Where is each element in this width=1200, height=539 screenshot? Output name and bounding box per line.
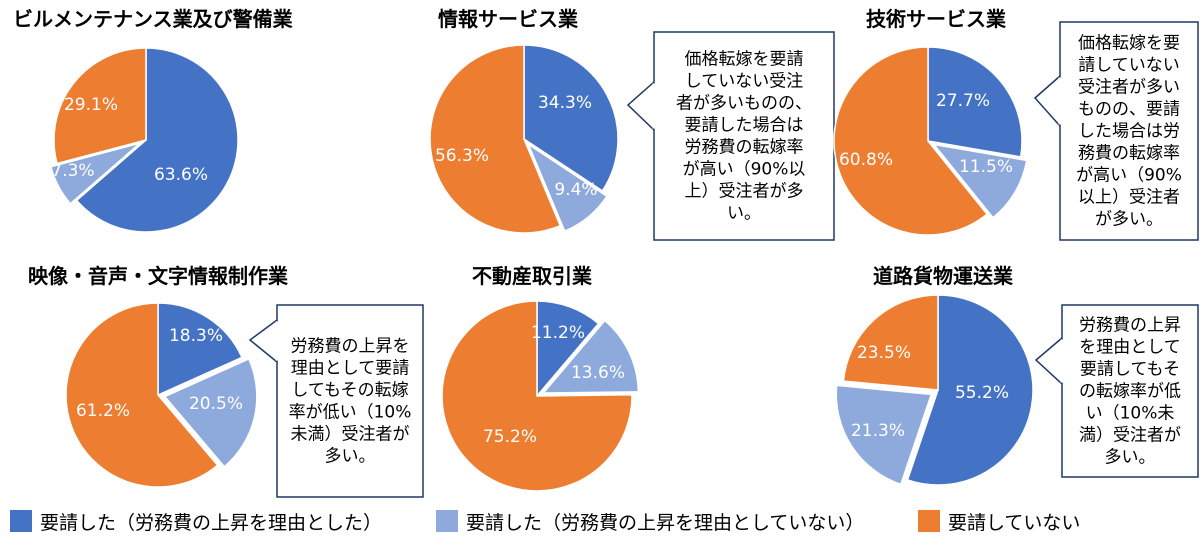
pie-slice-requested-other — [932, 143, 1028, 219]
pie-slice-requested-other — [526, 142, 608, 233]
callout-text-line: 要請した場合は — [685, 116, 804, 136]
callout-text-line: 上）受注者が多 — [685, 182, 804, 202]
pie-slice-requested-other — [835, 384, 933, 486]
pie-chart-6: 道路貨物運送業 55.2% 21.3% 23.5% 労務費の上昇を理由として要請してもそ… — [835, 264, 1199, 486]
callout-pointer — [1034, 337, 1063, 385]
data-label-requested-labor: 63.6% — [154, 165, 208, 185]
callout-text-line: 理由として要請 — [291, 359, 410, 379]
data-label-requested-other: 9.4% — [554, 180, 597, 200]
legend-swatch-requested-other — [436, 510, 458, 532]
callout-text-line: した場合は労 — [1078, 122, 1180, 142]
callout-text-line: 要請してもそ — [1080, 360, 1180, 380]
data-label-not-requested: 60.8% — [839, 150, 893, 170]
callout-text-line: 満）受注者が — [1079, 426, 1181, 446]
data-label-requested-labor: 11.2% — [531, 323, 585, 343]
callout-box — [1059, 21, 1199, 241]
legend-item-requested-labor: 要請した（労務費の上昇を理由とした） — [10, 507, 382, 535]
chart-title: 不動産取引業 — [472, 264, 593, 288]
pie-chart-5: 不動産取引業 11.2% 13.6% 75.2% — [441, 264, 640, 492]
pie-chart-3: 技術サービス業 27.7% 11.5% 60.8% 価格転嫁を要請していない受注者が多い… — [833, 7, 1199, 241]
callout-text-line: ものの、要請 — [1078, 100, 1180, 120]
pie-slice-not-requested — [833, 46, 989, 236]
callout-text-line: 労務費の転嫁率 — [685, 138, 804, 158]
pie-chart-2: 情報サービス業 34.3% 9.4% 56.3% 価格転嫁を要請していない受注者が多いも… — [429, 7, 835, 241]
callout-text-line: 価格転嫁を要請 — [685, 50, 804, 70]
pie-slice-requested-other — [541, 319, 640, 394]
data-label-not-requested: 75.2% — [483, 427, 537, 447]
pie-chart-4: 映像・音声・文字情報制作業 18.3% 20.5% 61.2% 労務費の上昇を理由として… — [28, 264, 424, 498]
legend-label-not-requested: 要請していない — [948, 511, 1081, 534]
callout-text-line: 務費の転嫁率 — [1078, 144, 1180, 164]
data-label-requested-other: 21.3% — [851, 421, 905, 441]
pie-slice-not-requested — [53, 47, 147, 165]
pie-slice-not-requested — [441, 300, 633, 492]
callout-text-line: 以上）受注者 — [1078, 188, 1180, 208]
callout-text-line: い。 — [727, 204, 761, 224]
legend-label-requested-other: 要請した（労務費の上昇を理由としていない） — [466, 511, 865, 534]
pie-slice-requested-labor — [536, 300, 600, 399]
pie-slice-requested-labor — [927, 46, 1023, 158]
callout-text-line: 受注者が多い — [1078, 78, 1180, 98]
data-label-requested-other: 7.3% — [51, 161, 94, 181]
data-label-not-requested: 61.2% — [76, 401, 130, 421]
chart-title: 映像・音声・文字情報制作業 — [28, 264, 289, 288]
callout-text-line: 労務費の上昇を — [291, 337, 410, 357]
callout-text-line: が高い（90%以 — [683, 160, 806, 180]
data-label-not-requested: 56.3% — [435, 146, 489, 166]
pie-slice-not-requested — [842, 294, 939, 391]
callout-text-line: していない受注 — [685, 72, 804, 92]
data-label-not-requested: 29.1% — [64, 95, 118, 115]
callout-text-line: が多い。 — [1095, 210, 1163, 230]
chart-title: ビルメンテナンス業及び警備業 — [13, 7, 294, 31]
chart-title: 道路貨物運送業 — [873, 264, 1014, 288]
callout-text-line: を理由として — [1079, 338, 1181, 358]
callout-text-line: 多い。 — [1105, 448, 1156, 468]
chart-title: 技術サービス業 — [866, 7, 1007, 31]
data-label-requested-other: 11.5% — [959, 157, 1013, 177]
data-label-requested-labor: 18.3% — [169, 326, 223, 346]
legend-swatch-not-requested — [918, 510, 940, 532]
callout-text-line: の転嫁率が低 — [1079, 382, 1181, 402]
pie-slice-requested-other — [163, 357, 258, 468]
data-label-requested-other: 20.5% — [189, 394, 243, 414]
callout-text-line: 者が多いものの、 — [676, 94, 812, 114]
pie-slice-requested-labor — [75, 47, 239, 233]
callout-box — [276, 304, 424, 498]
callout-box — [1061, 304, 1199, 478]
callout-text-line: 多い。 — [325, 447, 376, 467]
legend: 要請した（労務費の上昇を理由とした） 要請した（労務費の上昇を理由としていない）… — [0, 507, 1200, 535]
legend-swatch-requested-labor — [10, 510, 32, 532]
callout-text-line: 価格転嫁を要 — [1078, 34, 1180, 54]
data-label-requested-labor: 34.3% — [538, 93, 592, 113]
pie-slice-requested-labor — [523, 44, 619, 192]
callout-pointer — [1033, 75, 1061, 127]
legend-item-not-requested: 要請していない — [918, 507, 1080, 535]
legend-item-requested-other: 要請した（労務費の上昇を理由としていない） — [436, 507, 864, 535]
pie-slice-requested-labor — [157, 302, 243, 397]
data-label-not-requested: 23.5% — [857, 343, 911, 363]
callout-text-line: してもその転嫁 — [291, 381, 408, 401]
callout-text-line: 請していない — [1078, 56, 1180, 76]
data-label-requested-labor: 55.2% — [955, 383, 1009, 403]
callout-text-line: 未満）受注者が — [291, 425, 410, 445]
data-label-requested-labor: 27.7% — [936, 91, 990, 111]
pie-slice-requested-labor — [906, 294, 1034, 486]
callout-text-line: 労務費の上昇 — [1079, 316, 1181, 336]
callout-pointer — [248, 319, 278, 363]
legend-label-requested-labor: 要請した（労務費の上昇を理由とした） — [40, 511, 383, 534]
callout-box — [653, 31, 835, 241]
callout-text-line: が高い（90% — [1076, 166, 1182, 186]
callout-pointer — [626, 81, 655, 131]
pie-slice-requested-other — [49, 142, 141, 205]
data-label-requested-other: 13.6% — [571, 363, 625, 383]
callout-text-line: い（10%未 — [1086, 404, 1175, 424]
callout-text-line: 率が低い（10% — [289, 403, 412, 423]
chart-title: 情報サービス業 — [438, 7, 579, 31]
pie-slice-not-requested — [65, 302, 219, 488]
pie-slice-not-requested — [429, 44, 562, 234]
pie-chart-1: ビルメンテナンス業及び警備業 63.6% 7.3% 29.1% — [13, 7, 294, 233]
